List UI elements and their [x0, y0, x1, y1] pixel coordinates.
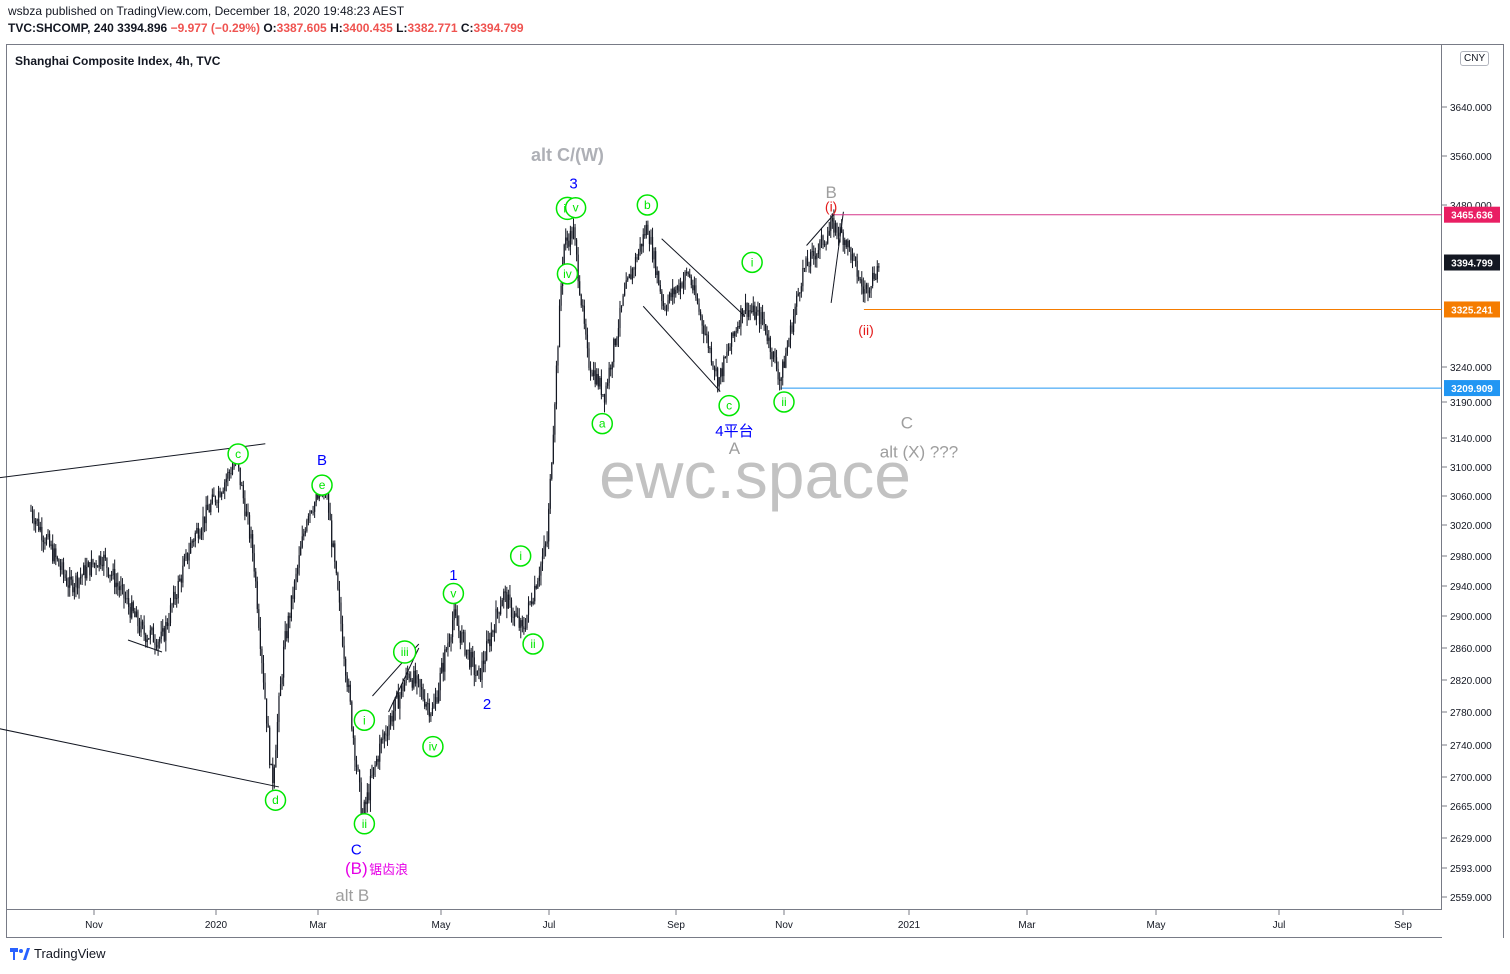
high-value: 3400.435 [342, 21, 393, 35]
symbol-line: TVC:SHCOMP, 240 3394.896 −9.977 (−0.29%)… [8, 21, 524, 35]
time-axis[interactable] [6, 910, 1442, 938]
open-value: 3387.605 [276, 21, 327, 35]
footer-brand-label: TradingView [34, 946, 106, 961]
chart-pane[interactable] [6, 44, 1442, 910]
open-label: O: [263, 21, 277, 35]
low-label: L: [396, 21, 408, 35]
change-value: −9.977 (−0.29%) [170, 21, 260, 35]
low-value: 3382.771 [407, 21, 458, 35]
symbol-name: TVC:SHCOMP, 240 [8, 21, 114, 35]
last-price: 3394.896 [117, 21, 168, 35]
close-label: C: [460, 21, 474, 35]
footer-brand[interactable]: TradingView [10, 946, 106, 961]
high-label: H: [330, 21, 343, 35]
tradingview-logo-icon [10, 947, 30, 960]
close-value: 3394.799 [473, 21, 524, 35]
chart-title: Shanghai Composite Index, 4h, TVC [15, 54, 221, 68]
published-line: wsbza published on TradingView.com, Dece… [8, 4, 405, 18]
price-axis[interactable] [1442, 44, 1504, 938]
currency-button[interactable]: CNY [1460, 51, 1490, 66]
